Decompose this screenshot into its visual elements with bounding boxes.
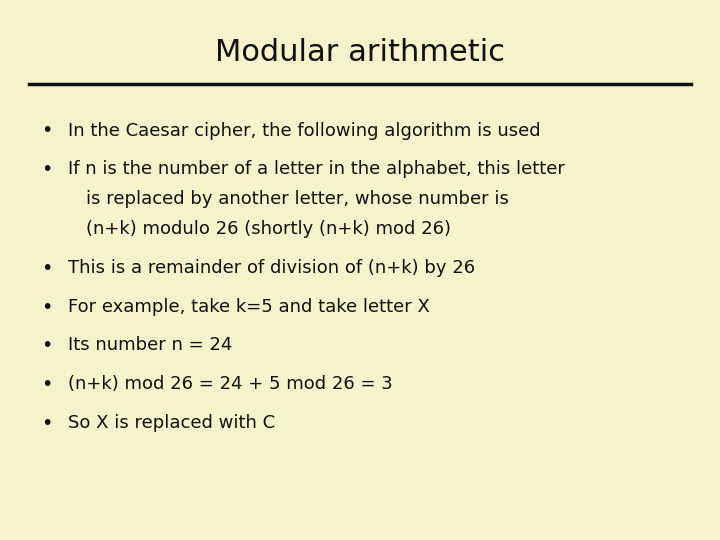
Text: •: • xyxy=(41,122,53,140)
Text: (n+k) mod 26 = 24 + 5 mod 26 = 3: (n+k) mod 26 = 24 + 5 mod 26 = 3 xyxy=(68,375,393,393)
Text: •: • xyxy=(41,259,53,278)
Text: Modular arithmetic: Modular arithmetic xyxy=(215,38,505,67)
Text: •: • xyxy=(41,298,53,316)
Text: •: • xyxy=(41,160,53,179)
Text: If n is the number of a letter in the alphabet, this letter: If n is the number of a letter in the al… xyxy=(68,160,565,178)
Text: In the Caesar cipher, the following algorithm is used: In the Caesar cipher, the following algo… xyxy=(68,122,541,139)
Text: is replaced by another letter, whose number is: is replaced by another letter, whose num… xyxy=(86,190,509,208)
Text: This is a remainder of division of (n+k) by 26: This is a remainder of division of (n+k)… xyxy=(68,259,475,276)
Text: (n+k) modulo 26 (shortly (n+k) mod 26): (n+k) modulo 26 (shortly (n+k) mod 26) xyxy=(86,220,451,238)
Text: Its number n = 24: Its number n = 24 xyxy=(68,336,233,354)
Text: •: • xyxy=(41,336,53,355)
Text: For example, take k=5 and take letter X: For example, take k=5 and take letter X xyxy=(68,298,431,315)
Text: •: • xyxy=(41,375,53,394)
Text: So X is replaced with C: So X is replaced with C xyxy=(68,414,276,432)
Text: •: • xyxy=(41,414,53,433)
